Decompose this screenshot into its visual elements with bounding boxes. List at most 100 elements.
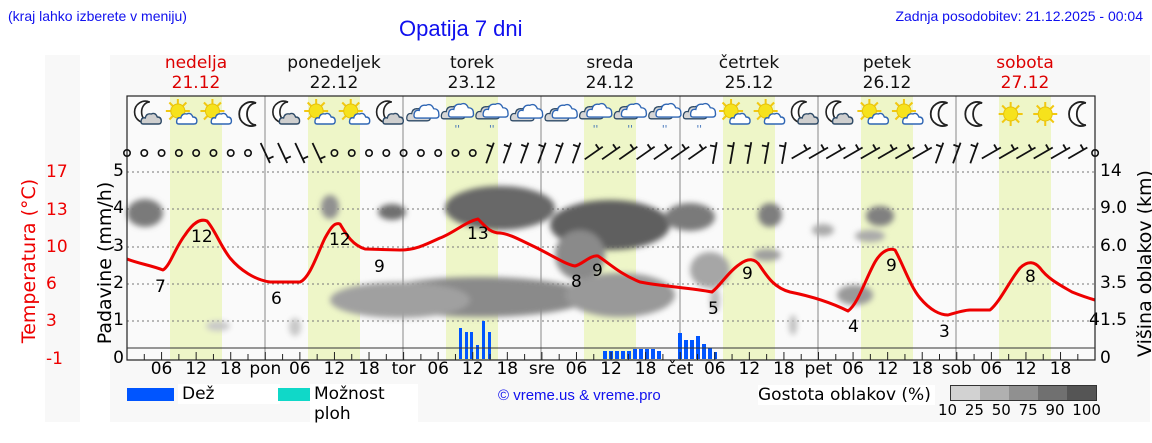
day-date: 26.12 xyxy=(862,73,912,93)
calm-wind-icon xyxy=(382,149,391,158)
calm-wind-icon xyxy=(347,149,356,158)
x-ticks xyxy=(143,352,1079,360)
day-name: torek xyxy=(450,53,494,73)
wind-barb-icon xyxy=(670,145,690,161)
density-swatch xyxy=(1038,386,1067,400)
x-axis-label: 06 xyxy=(289,359,311,379)
day-header-wednesday: sreda 24.12 xyxy=(541,53,679,93)
svg-text:3: 3 xyxy=(939,322,950,342)
calm-wind-icon xyxy=(416,149,425,158)
x-axis-label: 06 xyxy=(427,359,449,379)
wind-barb-icon xyxy=(860,146,881,160)
rain-legend-label: Dež xyxy=(178,384,280,404)
rain-legend-swatch xyxy=(127,388,174,401)
temperature-line xyxy=(126,217,1096,317)
calm-wind-icon xyxy=(1091,149,1100,158)
day-name: petek xyxy=(862,53,912,73)
day-date: 25.12 xyxy=(724,73,774,93)
sun-icon xyxy=(999,102,1023,126)
x-axis-label: 18 xyxy=(773,359,795,379)
day-date: 22.12 xyxy=(309,73,359,93)
svg-text:6: 6 xyxy=(271,289,282,309)
day-name: ponedeljek xyxy=(287,53,381,73)
svg-text:4: 4 xyxy=(848,317,859,337)
calm-wind-icon xyxy=(468,149,477,158)
wind-barb-icon xyxy=(259,142,271,164)
svg-text:12: 12 xyxy=(329,230,351,250)
x-axis-label: tor xyxy=(391,359,416,379)
wind-barb-icon xyxy=(1050,146,1071,160)
cloud-density-label: Gostota oblakov (%) xyxy=(758,385,935,405)
calm-wind-icon xyxy=(174,149,183,158)
x-axis-label: 18 xyxy=(634,359,657,379)
wind-barb-icon xyxy=(584,145,604,161)
calm-wind-icon xyxy=(157,149,166,158)
x-axis-label: 18 xyxy=(1049,359,1072,379)
temperature-tick: 17 xyxy=(46,162,68,182)
storm-legend-label: Možnost ploh xyxy=(310,384,418,424)
svg-text:9: 9 xyxy=(592,261,603,281)
day-date: 27.12 xyxy=(1000,73,1050,93)
cloud-height-tick: 0 xyxy=(1100,348,1111,368)
wind-barb-icon xyxy=(1015,146,1036,160)
x-axis-label: sob xyxy=(941,359,972,379)
cloud-height-tick: 1.5 xyxy=(1100,310,1128,330)
svg-text:8: 8 xyxy=(571,272,582,292)
calm-wind-icon xyxy=(365,149,374,158)
day-header-monday: ponedeljek 22.12 xyxy=(265,53,403,93)
x-axis-label: 18 xyxy=(219,359,242,379)
x-axis-label: 12 xyxy=(876,359,899,379)
x-axis-label: 06 xyxy=(703,359,726,379)
cloud-height-tick: 9.0 xyxy=(1100,198,1128,218)
x-axis-label: 06 xyxy=(980,359,1003,379)
x-axis-label: čet xyxy=(666,359,694,379)
grid-lines xyxy=(127,171,1095,322)
day-name: sreda xyxy=(586,53,634,73)
x-axis-label: 18 xyxy=(358,359,380,379)
day-date: 24.12 xyxy=(585,73,635,93)
precip-tick: 4 xyxy=(113,198,124,218)
calm-wind-icon xyxy=(330,149,339,158)
svg-text:9: 9 xyxy=(742,264,753,284)
x-axis-label: 12 xyxy=(185,359,207,379)
x-axis-label: sre xyxy=(528,359,555,379)
cloud-density-ticks: 10 25 50 75 90 100 xyxy=(938,401,1101,419)
precip-tick: 0 xyxy=(113,348,124,368)
calm-wind-icon xyxy=(451,149,460,158)
day-header-sunday: nedelja 21.12 xyxy=(127,53,265,93)
day-name: sobota xyxy=(996,53,1054,73)
svg-text:8: 8 xyxy=(1025,267,1036,287)
x-axis-label: 12 xyxy=(323,359,346,379)
x-axis-label: 06 xyxy=(150,359,173,379)
density-swatch xyxy=(1009,386,1038,400)
calm-wind-icon xyxy=(140,149,149,158)
x-axis-label: 18 xyxy=(496,359,519,379)
location-hint-link[interactable]: (kraj lahko izberete v meniju) xyxy=(8,8,187,24)
wind-barb-icon xyxy=(981,146,1002,160)
x-axis-label: 06 xyxy=(842,359,864,379)
calm-wind-icon xyxy=(209,149,218,158)
temperature-axis-panel xyxy=(45,55,80,422)
day-header-thursday: četrtek 25.12 xyxy=(680,53,818,93)
density-swatch xyxy=(980,386,1009,400)
precip-tick: 3 xyxy=(113,236,124,256)
cloud-height-tick: 6.0 xyxy=(1100,236,1128,256)
day-name: četrtek xyxy=(718,53,780,73)
calm-wind-icon xyxy=(123,149,132,158)
wind-barb-icon xyxy=(1033,146,1054,160)
temperature-tick: 10 xyxy=(46,237,68,257)
calm-wind-icon xyxy=(399,149,408,158)
x-axis-label: 12 xyxy=(738,359,761,379)
day-date: 23.12 xyxy=(447,73,497,93)
credit-link[interactable]: © vreme.us & vreme.pro xyxy=(498,387,661,404)
wind-barbs xyxy=(123,142,1100,164)
day-date: 21.12 xyxy=(171,73,221,93)
precip-tick: 1 xyxy=(113,310,124,330)
density-swatch xyxy=(951,386,980,400)
x-axis-label: pon xyxy=(249,359,282,379)
day-header-tuesday: torek 23.12 xyxy=(403,53,541,93)
wind-barb-icon xyxy=(894,146,915,160)
svg-text:9: 9 xyxy=(886,256,897,276)
temperature-tick: 6 xyxy=(46,274,57,294)
